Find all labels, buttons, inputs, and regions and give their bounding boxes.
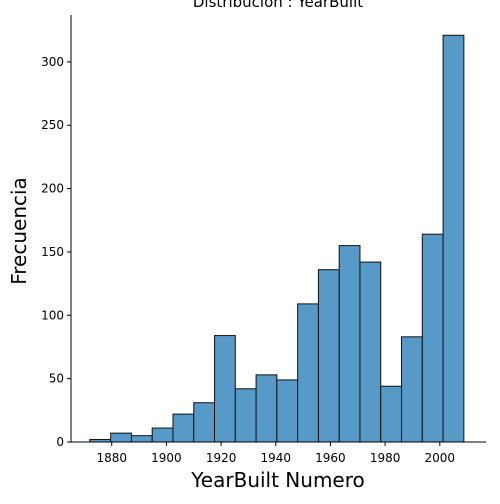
y-axis-ticks: 0 50 100 150 200 250 300: [41, 55, 71, 449]
histogram-bar-4: [172, 413, 195, 443]
histogram-bar-17: [442, 34, 465, 443]
histogram-bar-3: [151, 427, 174, 443]
y-tick-label-100: 100: [41, 308, 64, 322]
x-tick-label-2000: 2000: [425, 451, 456, 465]
histogram-bar-14: [380, 385, 403, 443]
histogram-bar-10: [297, 303, 319, 443]
x-tick-label-1980: 1980: [370, 451, 401, 465]
x-axis-ticks: 1880 1900 1920 1940 1960 1980 2000: [96, 442, 455, 465]
histogram-bar-6: [214, 335, 236, 443]
bars-group: [89, 34, 465, 443]
chart-title: Distribución : YearBuilt: [193, 0, 363, 11]
y-tick-label-300: 300: [41, 55, 64, 69]
x-tick-label-1880: 1880: [96, 451, 127, 465]
x-tick-label-1920: 1920: [206, 451, 237, 465]
y-tick-label-250: 250: [41, 118, 64, 132]
histogram-bar-8: [255, 374, 278, 443]
y-tick-label-50: 50: [49, 372, 64, 386]
x-axis-label: YearBuilt Numero: [190, 468, 365, 492]
histogram-bar-9: [276, 379, 299, 443]
histogram-bar-7: [234, 388, 257, 443]
x-tick-label-1940: 1940: [260, 451, 291, 465]
histogram-bar-11: [317, 269, 340, 443]
x-tick-label-1900: 1900: [151, 451, 182, 465]
y-tick-label-150: 150: [41, 245, 64, 259]
histogram-bar-1: [110, 432, 132, 443]
histogram-bar-13: [359, 261, 382, 443]
histogram-bar-5: [193, 402, 216, 443]
y-tick-label-0: 0: [56, 435, 64, 449]
histogram-bar-16: [421, 233, 444, 443]
y-tick-label-200: 200: [41, 182, 64, 196]
histogram-bar-12: [338, 245, 361, 443]
histogram-bar-2: [130, 435, 153, 443]
histogram-bar-15: [401, 336, 423, 443]
x-tick-label-1960: 1960: [315, 451, 346, 465]
y-axis-label: Frecuencia: [7, 177, 31, 285]
